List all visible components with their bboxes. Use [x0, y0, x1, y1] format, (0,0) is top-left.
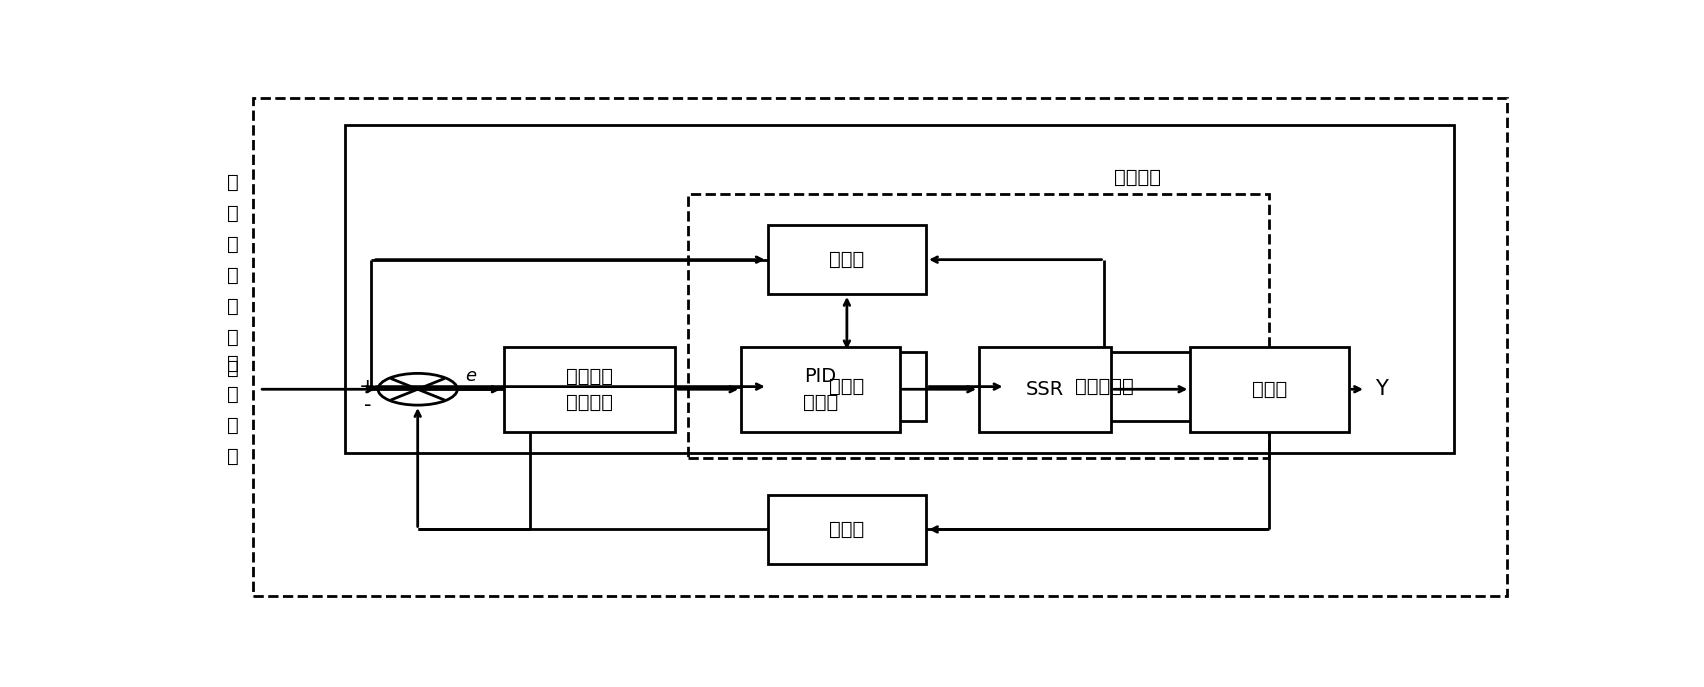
Text: 专
家
控
制
子
系
统: 专 家 控 制 子 系 统: [227, 173, 239, 378]
Bar: [1191, 347, 1350, 431]
Text: 烧结炉: 烧结炉: [1252, 380, 1287, 398]
Text: 推理机: 推理机: [830, 377, 864, 396]
Text: e: e: [465, 367, 475, 385]
Bar: [346, 125, 1455, 453]
Bar: [1005, 352, 1203, 421]
Bar: [978, 347, 1111, 431]
Bar: [767, 225, 927, 294]
Text: 热电偶: 热电偶: [830, 520, 864, 539]
Bar: [688, 194, 1269, 458]
Text: -: -: [363, 395, 371, 415]
Bar: [767, 495, 927, 564]
Bar: [504, 347, 675, 431]
Text: 特征识别
信息处理: 特征识别 信息处理: [566, 366, 613, 412]
Text: +: +: [360, 376, 377, 396]
Bar: [767, 352, 927, 421]
Bar: [741, 347, 900, 431]
Text: 控制规则集: 控制规则集: [1075, 377, 1133, 396]
Text: SSR: SSR: [1026, 380, 1063, 398]
Text: Y: Y: [1375, 379, 1389, 399]
Text: 总数据库: 总数据库: [1114, 168, 1160, 187]
Text: 温
度
设
置: 温 度 设 置: [227, 354, 239, 466]
Text: 知识库: 知识库: [830, 250, 864, 269]
Text: PID
控制器: PID 控制器: [803, 366, 838, 412]
